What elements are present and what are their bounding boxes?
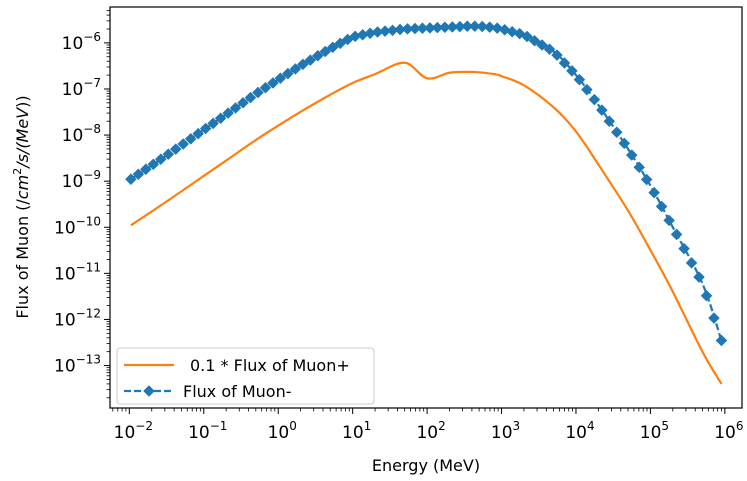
series-2-point	[551, 49, 563, 61]
series-2-point	[237, 96, 249, 109]
series-2-point	[282, 67, 294, 80]
x-tick-label: 100	[268, 419, 297, 443]
y-label-rest: /s/(	[13, 142, 32, 170]
x-tick-label: 103	[491, 419, 520, 443]
series-2-point	[214, 112, 227, 125]
y-axis-label: Flux of Muon (/cm2/s/(MeV))	[11, 95, 32, 318]
series-2-point	[498, 23, 511, 36]
y-tick-label: 10−11	[54, 260, 101, 284]
y-tick-label: 10−10	[54, 214, 101, 238]
series-layer	[125, 20, 728, 385]
series-2-point	[618, 137, 631, 150]
series-2-point	[192, 127, 205, 140]
series-2-point	[476, 20, 489, 33]
series-2-point	[319, 45, 332, 58]
series-2-point	[140, 163, 152, 176]
series-2-point	[289, 63, 302, 75]
series-2-point	[252, 86, 264, 99]
y-label-prefix: Flux of Muon (/	[13, 199, 32, 319]
y-label-suffix: ))	[13, 95, 32, 107]
series-2-point	[513, 27, 526, 40]
x-axis-label: Energy (MeV)	[372, 456, 480, 475]
x-tick-label: 105	[640, 419, 669, 443]
legend-box	[116, 347, 375, 405]
series-2-point	[536, 39, 548, 51]
series-2-point	[125, 173, 137, 186]
series-2-point	[267, 77, 279, 89]
series-2-point	[334, 37, 347, 50]
series-2-point	[603, 115, 616, 128]
series-2-point	[132, 168, 145, 181]
x-tick-label: 106	[714, 419, 743, 443]
x-tick-label: 10−1	[188, 419, 227, 443]
y-tick-label: 10−7	[62, 76, 101, 100]
plot-frame	[109, 6, 743, 409]
series-2-point	[595, 104, 608, 116]
series-2-point	[304, 54, 317, 66]
series-2-point	[648, 186, 661, 199]
series-2-point	[528, 34, 541, 47]
series-line-1	[130, 61, 723, 385]
x-tick-label: 10−2	[114, 419, 153, 443]
y-label-mev: MeV	[13, 107, 32, 143]
series-2-point	[685, 257, 698, 269]
series-2-point	[566, 64, 578, 77]
x-tick-label: 102	[416, 419, 445, 443]
series-2-point	[162, 148, 175, 161]
series-2-point	[154, 153, 167, 166]
series-2-point	[229, 102, 242, 114]
y-label-cm-exp: 2	[11, 168, 24, 175]
legend-marker-2	[143, 385, 155, 397]
series-2-point	[199, 122, 212, 135]
series-2-point	[588, 93, 601, 106]
series-2-point	[491, 22, 504, 34]
series-2-point	[483, 21, 496, 33]
series-2-point	[663, 214, 675, 227]
y-tick-label: 10−8	[62, 122, 101, 146]
series-2-point	[244, 91, 257, 104]
x-tick-label: 101	[342, 419, 371, 443]
legend-label-1: 0.1 * Flux of Muon+	[190, 356, 350, 375]
series-2-point	[625, 149, 638, 161]
y-tick-label: 10−13	[54, 353, 101, 377]
series-2-point	[296, 58, 309, 71]
series-2-point	[678, 242, 690, 255]
ticks: 10−2 10−1 100 101 102 103 104 105 106 10−13 10−12 1…	[54, 10, 743, 443]
series-2-point	[640, 173, 653, 186]
legend-label-2: Flux of Muon-	[183, 382, 292, 401]
legend: 0.1 * Flux of Muon+ Flux of Muon-	[116, 347, 375, 405]
series-2-point	[543, 43, 556, 56]
series-2-point	[207, 117, 219, 130]
series-2-point	[558, 57, 571, 69]
series-2-point	[581, 83, 593, 96]
series-2-point	[177, 138, 190, 150]
series-2-point	[521, 30, 533, 43]
y-label-cm: cm	[13, 175, 32, 199]
series-2-point	[506, 25, 518, 38]
series-2-point	[670, 228, 683, 241]
series-2-point	[693, 271, 705, 283]
series-2-point	[700, 289, 713, 302]
series-2-point	[169, 143, 182, 155]
series-2-point	[573, 73, 586, 86]
series-2-point	[715, 334, 728, 347]
series-2-point	[274, 72, 287, 85]
series-2-point	[184, 132, 197, 145]
series-2-point	[222, 107, 234, 119]
series-2-point	[633, 161, 646, 174]
series-2-point	[311, 49, 324, 62]
y-tick-label: 10−6	[62, 30, 101, 54]
series-2-point	[468, 20, 481, 33]
y-tick-label: 10−9	[62, 168, 101, 192]
series-2-point	[326, 41, 339, 54]
series-2-point	[655, 200, 668, 213]
y-tick-label: 10−12	[54, 306, 101, 330]
series-line-2	[130, 24, 723, 341]
series-2-point	[610, 126, 623, 139]
series-2-point	[708, 312, 720, 324]
series-2-point	[259, 81, 272, 94]
x-tick-label: 104	[565, 419, 594, 443]
series-2-point	[147, 158, 160, 171]
